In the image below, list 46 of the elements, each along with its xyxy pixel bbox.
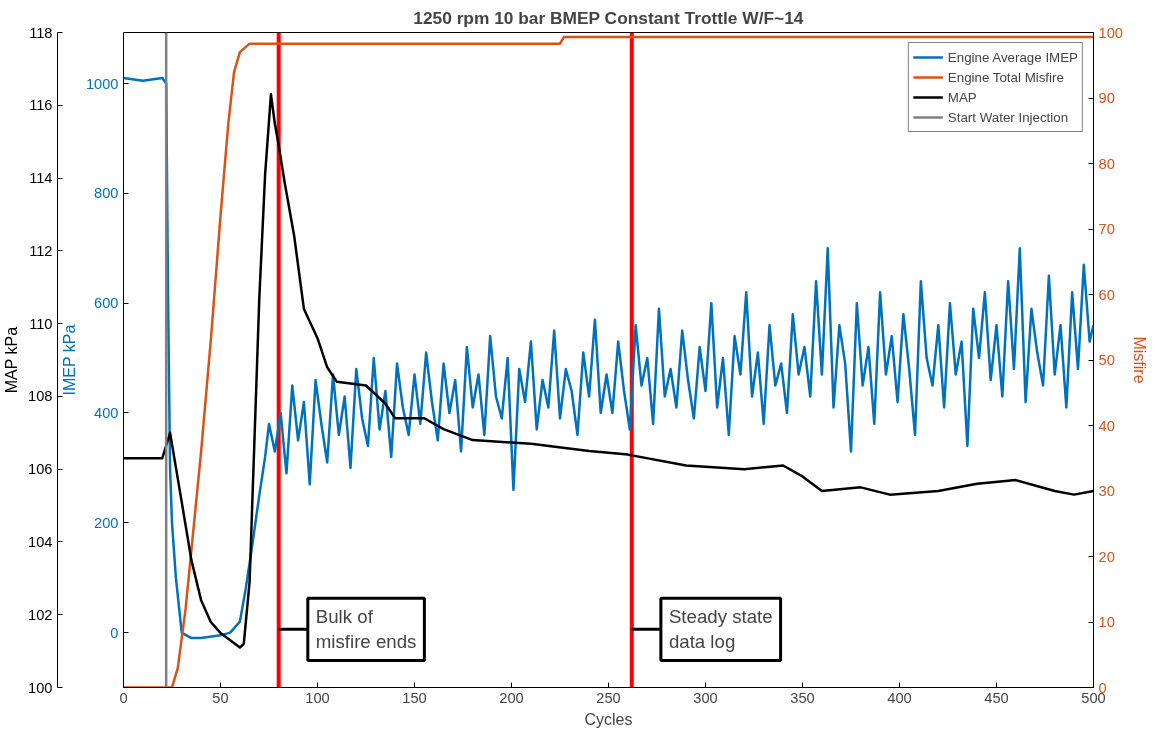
y2-tick-label: 40	[1098, 417, 1115, 434]
y3-tick-label: 200	[94, 514, 119, 531]
x-tick-label: 300	[693, 689, 718, 706]
y-tick-label: 108	[28, 388, 53, 405]
y-tick-label: 118	[29, 24, 53, 41]
chart-title: 1250 rpm 10 bar BMEP Constant Trottle W/F~14	[413, 7, 804, 28]
x-tick-label: 50	[212, 689, 229, 706]
x-tick-label: 450	[984, 689, 1009, 706]
legend-label: Engine Average IMEP	[947, 49, 1078, 65]
y-tick-label: 106	[28, 461, 53, 478]
x-tick-label: 250	[596, 689, 621, 706]
y2-tick-label: 90	[1098, 90, 1115, 106]
y2-tick-label: 100	[1098, 24, 1123, 41]
x-tick-label: 200	[499, 689, 524, 706]
y2-axis-title: Misfire	[1130, 336, 1148, 384]
y-tick-label: 104	[28, 533, 53, 550]
y3-tick-label: 600	[94, 295, 119, 312]
y2-tick-label: 60	[1098, 286, 1115, 303]
y3-tick-label: 800	[94, 185, 119, 202]
x-axis-title: Cycles	[584, 710, 633, 728]
y2-tick-label: 70	[1098, 221, 1115, 237]
x-tick-label: 400	[887, 689, 912, 706]
x-tick-label: 100	[305, 689, 330, 706]
y3-tick-label: 400	[94, 404, 119, 421]
y-tick-label: 116	[29, 97, 53, 114]
legend-label: MAP	[947, 89, 977, 105]
x-tick-label: 150	[402, 689, 427, 706]
y2-tick-label: 20	[1098, 548, 1115, 565]
y-tick-label: 114	[29, 170, 53, 187]
legend-label: Start Water Injection	[947, 109, 1069, 125]
y3-tick-label: 1000	[85, 75, 119, 92]
y3-axis-title: IMEP kPa	[60, 324, 78, 396]
legend-label: Engine Total Misfire	[947, 69, 1064, 85]
y-axis-title: MAP kPa	[3, 326, 21, 394]
annotation: Bulk of misfire ends	[315, 606, 417, 653]
x-tick-label: 0	[119, 689, 128, 706]
y2-tick-label: 50	[1098, 352, 1115, 368]
y2-tick-label: 30	[1098, 483, 1115, 499]
y-tick-label: 102	[28, 606, 53, 623]
y2-tick-label: 10	[1098, 614, 1115, 630]
y-tick-label: 110	[29, 315, 53, 332]
annotation: Steady state data log	[668, 606, 773, 653]
y-tick-label: 112	[29, 242, 53, 259]
y3-tick-label: 0	[110, 624, 119, 641]
x-tick-label: 350	[790, 689, 815, 706]
y2-tick-label: 80	[1098, 155, 1115, 172]
